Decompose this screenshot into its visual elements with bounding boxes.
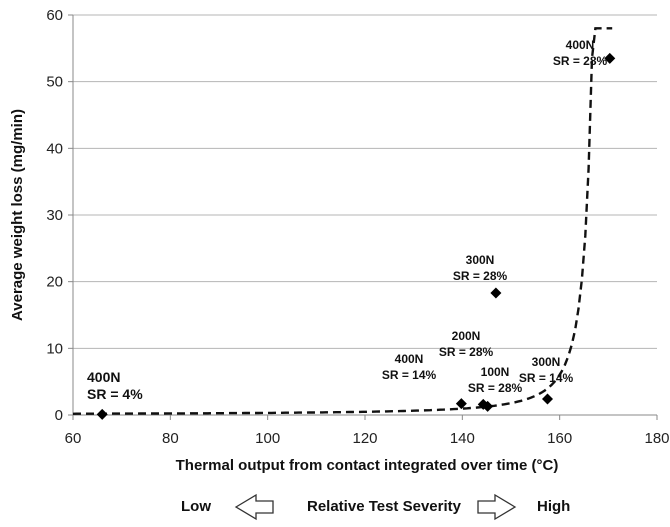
annotation-label: 400N (566, 38, 595, 52)
x-tick-label: 160 (547, 430, 572, 447)
annotation-label: SR = 4% (87, 386, 143, 402)
y-axis-ticks: 0 10 20 30 40 50 60 (46, 7, 73, 424)
x-tick-label: 180 (644, 430, 669, 447)
severity-label: Relative Test Severity (307, 498, 462, 515)
data-point (96, 408, 108, 420)
annotation-label: 400N (395, 352, 424, 366)
data-point (455, 398, 467, 410)
severity-low-label: Low (181, 498, 211, 515)
y-tick-label: 0 (55, 407, 63, 424)
annotation-label: 200N (452, 329, 481, 343)
x-tick-label: 140 (450, 430, 475, 447)
annotation-label: SR = 28% (468, 381, 523, 395)
data-points (96, 52, 616, 420)
arrow-left-icon (234, 493, 274, 521)
grid-lines (73, 14, 657, 349)
data-point (482, 400, 494, 412)
y-tick-label: 20 (46, 274, 63, 291)
y-tick-label: 60 (46, 7, 63, 24)
annotation-label: 300N (532, 355, 561, 369)
arrow-right-icon (477, 493, 517, 521)
x-tick-label: 120 (352, 430, 377, 447)
y-tick-label: 50 (46, 74, 63, 91)
severity-scale: Low Relative Test Severity High (181, 493, 570, 521)
x-tick-label: 60 (65, 430, 82, 447)
annotation-label: SR = 14% (519, 371, 574, 385)
annotation-label: 100N (481, 365, 510, 379)
annotation-label: SR = 28% (439, 345, 494, 359)
y-axis-title: Average weight loss (mg/min) (9, 109, 26, 321)
severity-high-label: High (537, 498, 570, 515)
data-point (604, 52, 616, 64)
data-point (490, 287, 502, 299)
annotation-label: SR = 28% (453, 269, 508, 283)
x-tick-label: 100 (255, 430, 280, 447)
y-tick-label: 30 (46, 207, 63, 224)
y-tick-label: 40 (46, 140, 63, 157)
y-tick-label: 10 (46, 340, 63, 357)
x-axis-ticks: 60 80 100 120 140 160 180 (65, 415, 670, 447)
annotation-label: 300N (466, 253, 495, 267)
annotation-label: 400N (87, 369, 120, 385)
annotation-label: SR = 28% (553, 54, 608, 68)
x-tick-label: 80 (162, 430, 179, 447)
x-axis-title: Thermal output from contact integrated o… (176, 457, 559, 474)
annotation-label: SR = 14% (382, 368, 437, 382)
data-point (542, 393, 553, 405)
